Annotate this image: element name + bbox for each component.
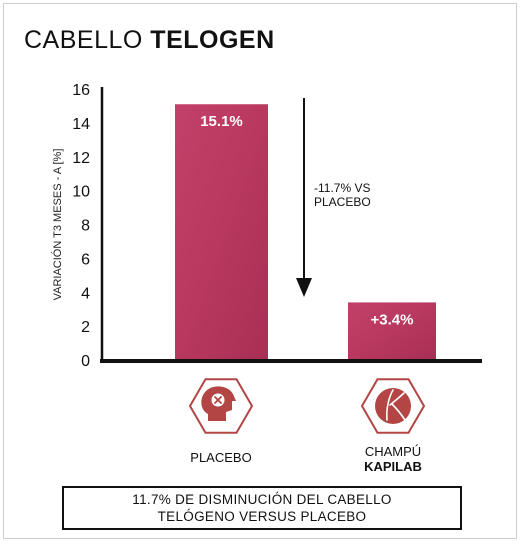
annotation-arrow-head <box>296 278 312 297</box>
y-tick-label: 16 <box>72 82 90 99</box>
footer-line-1: 11.7% DE DISMINUCIÓN DEL CABELLO <box>132 492 392 507</box>
bar <box>175 104 268 361</box>
footer-line-2: TELÓGENO VERSUS PLACEBO <box>157 509 367 524</box>
y-tick-label: 12 <box>72 150 90 167</box>
hexagon-frame <box>188 378 254 434</box>
category-label: PLACEBO <box>190 450 251 465</box>
bar-value-label: 15.1% <box>200 113 243 130</box>
y-tick-label: 2 <box>81 319 90 336</box>
hexagon-frame <box>360 378 426 434</box>
x-mark-icon <box>214 396 222 404</box>
y-tick-label: 10 <box>72 184 90 201</box>
title-regular: CABELLO <box>24 26 143 54</box>
chart-title: CABELLO TELOGEN <box>24 26 275 55</box>
annotation-text: -11.7% VS <box>314 181 370 195</box>
y-tick-label: 8 <box>81 218 90 235</box>
y-tick-label: 0 <box>81 353 90 370</box>
y-tick-label: 6 <box>81 251 90 268</box>
y-axis-label: VARIACIÓN T3 MESES - A [%] <box>51 149 64 301</box>
footer-box: 11.7% DE DISMINUCIÓN DEL CABELLO TELÓGEN… <box>62 486 462 530</box>
y-tick-label: 4 <box>81 285 90 302</box>
kapilab-k-letter <box>386 389 406 421</box>
bar <box>348 302 436 360</box>
y-tick-label: 14 <box>72 116 90 133</box>
category-label-bold: KAPILAB <box>364 459 422 474</box>
annotation-text: PLACEBO <box>314 195 371 209</box>
category-label: CHAMPÚ <box>365 444 421 459</box>
title-bold: TELOGEN <box>150 26 275 54</box>
bar-value-label: +3.4% <box>371 311 414 328</box>
